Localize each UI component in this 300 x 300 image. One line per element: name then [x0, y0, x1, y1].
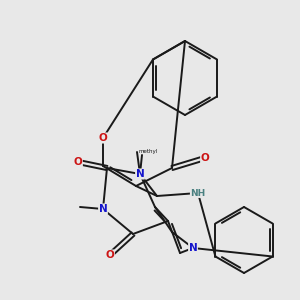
Text: N: N	[189, 243, 197, 253]
Text: O: O	[74, 157, 82, 167]
Text: O: O	[201, 153, 209, 163]
Text: O: O	[106, 250, 114, 260]
Text: N: N	[136, 169, 144, 179]
Text: NH: NH	[190, 188, 206, 197]
Text: O: O	[99, 133, 107, 143]
Text: N: N	[99, 204, 107, 214]
Text: methyl: methyl	[140, 147, 145, 148]
Text: methyl: methyl	[138, 148, 158, 154]
